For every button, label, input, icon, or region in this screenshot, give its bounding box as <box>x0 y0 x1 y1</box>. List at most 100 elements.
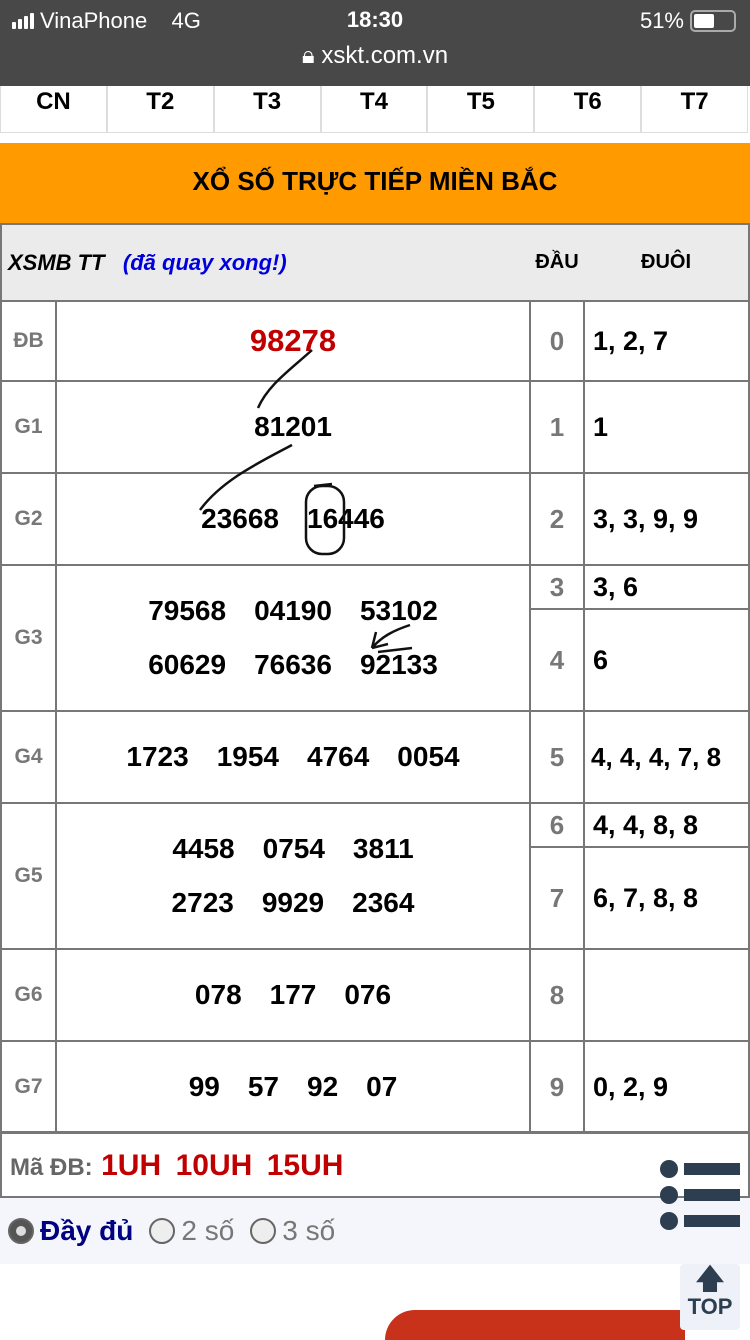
special-number: 98278 <box>249 323 337 358</box>
col-dau: ĐẦU <box>530 223 584 302</box>
tab-t7[interactable]: T7 <box>680 88 709 115</box>
prize-g1: 81201 <box>55 380 531 474</box>
prize-label: G6 <box>0 948 57 1042</box>
tab-t3[interactable]: T3 <box>215 86 322 132</box>
ma-db-label: Mã ĐB: <box>10 1154 93 1181</box>
option-3-label[interactable]: 3 số <box>282 1215 336 1246</box>
radio-2-digits[interactable] <box>149 1218 176 1244</box>
carrier: VinaPhone <box>40 8 148 33</box>
number: 2364 <box>352 887 415 918</box>
prize-label: G4 <box>0 710 57 804</box>
top-label: TOP <box>687 1294 733 1319</box>
prize-db: 98278 <box>55 300 531 382</box>
number: 076 <box>344 979 392 1010</box>
status-bar: VinaPhone 4G 18:30 51% 🔒︎ xskt.com.vn <box>0 0 750 86</box>
url-text: xskt.com.vn <box>321 42 449 69</box>
number: 79568 <box>148 595 227 626</box>
arrow-up-icon: 🡅︎ <box>695 1263 725 1294</box>
day-tabs: CN T2 T3 T4 T5 T6 T7 <box>0 86 748 133</box>
prize-g3: 79568 04190 53102 60629 76636 92133 <box>55 564 531 712</box>
number: 177 <box>269 979 317 1010</box>
table-title: XSMB TT <box>8 249 105 275</box>
duoi: 1, 2, 7 <box>583 300 750 382</box>
number: 16446 <box>307 503 385 534</box>
dau: 4 <box>529 608 585 712</box>
number: 07 <box>366 1071 398 1102</box>
tab-t5[interactable]: T5 <box>428 86 536 132</box>
prize-label: G2 <box>0 472 57 566</box>
duoi: 6 <box>583 608 750 712</box>
dau: 6 <box>529 802 585 848</box>
prize-g5: 4458 0754 3811 2723 9929 2364 <box>55 802 531 950</box>
battery-percent: 51% <box>639 8 684 33</box>
number: 4458 <box>172 833 235 864</box>
number: 0054 <box>397 741 460 772</box>
tab-t4[interactable]: T4 <box>322 86 429 132</box>
scroll-top-button[interactable]: 🡅︎ TOP <box>680 1264 740 1330</box>
number: 9929 <box>261 887 325 918</box>
prize-g4: 1723 1954 4764 0054 <box>55 710 531 804</box>
number: 078 <box>194 979 242 1010</box>
menu-list-icon[interactable] <box>660 1160 742 1232</box>
prize-g6: 078 177 076 <box>55 948 531 1042</box>
tab-cn[interactable]: CN <box>1 86 108 132</box>
tab-t2[interactable]: T2 <box>108 86 215 132</box>
col-duoi: ĐUÔI <box>584 223 750 302</box>
dau: 5 <box>529 710 585 804</box>
prize-label: G3 <box>0 564 57 712</box>
number: 0754 <box>262 833 325 864</box>
duoi: 0, 2, 9 <box>583 1040 750 1134</box>
ma-db-code: 15UH <box>266 1149 344 1182</box>
number: 81201 <box>254 411 332 442</box>
option-full-label[interactable]: Đầy đủ <box>40 1215 134 1246</box>
number: 76636 <box>254 649 332 680</box>
number: 92133 <box>359 649 438 680</box>
duoi: 3, 3, 9, 9 <box>583 472 750 566</box>
prize-label: ĐB <box>0 300 57 382</box>
advertisement-banner[interactable] <box>385 1310 685 1340</box>
duoi <box>583 948 750 1042</box>
number: 1954 <box>216 741 279 772</box>
prize-label: G1 <box>0 380 57 474</box>
dau: 2 <box>529 472 585 566</box>
signal-icon <box>12 13 34 29</box>
clock: 18:30 <box>346 7 404 32</box>
dau: 0 <box>529 300 585 382</box>
ma-db-code: 10UH <box>175 1149 253 1182</box>
radio-3-digits[interactable] <box>250 1218 277 1244</box>
number: 92 <box>307 1071 339 1102</box>
draw-status: (đã quay xong!) <box>122 249 287 275</box>
dau: 3 <box>529 564 585 610</box>
ma-db-code: 1UH <box>101 1149 162 1182</box>
prize-g2: 23668 16446 <box>55 472 531 566</box>
section-banner: XỔ SỐ TRỰC TIẾP MIỀN BẮC <box>0 143 750 223</box>
dau: 7 <box>529 846 585 950</box>
duoi: 3, 6 <box>583 564 750 610</box>
duoi: 4, 4, 8, 8 <box>583 802 750 848</box>
dau: 8 <box>529 948 585 1042</box>
number: 04190 <box>254 595 332 626</box>
duoi: 4, 4, 4, 7, 8 <box>583 710 750 804</box>
number: 57 <box>247 1071 279 1102</box>
number: 53102 <box>359 595 438 626</box>
number: 2723 <box>171 887 234 918</box>
network: 4G <box>171 8 201 33</box>
dau: 9 <box>529 1040 585 1134</box>
display-options: Đầy đủ 2 số 3 số <box>0 1198 750 1264</box>
prize-label: G7 <box>0 1040 57 1134</box>
number: 23668 <box>201 503 279 534</box>
number: 60629 <box>148 649 227 680</box>
battery-icon <box>690 10 736 32</box>
lock-icon: 🔒︎ <box>301 42 315 69</box>
address-bar[interactable]: 🔒︎ xskt.com.vn <box>0 42 750 70</box>
dau: 1 <box>529 380 585 474</box>
number: 4764 <box>307 741 370 772</box>
results-table: XSMB TT (đã quay xong!) ĐẦU ĐUÔI ĐB 98278… <box>0 223 750 1134</box>
duoi: 6, 7, 8, 8 <box>583 846 750 950</box>
tab-t6[interactable]: T6 <box>535 86 643 132</box>
option-2-label[interactable]: 2 số <box>181 1215 235 1246</box>
radio-full[interactable] <box>8 1218 34 1244</box>
prize-g7: 99 57 92 07 <box>55 1040 531 1134</box>
number: 1723 <box>126 741 189 772</box>
